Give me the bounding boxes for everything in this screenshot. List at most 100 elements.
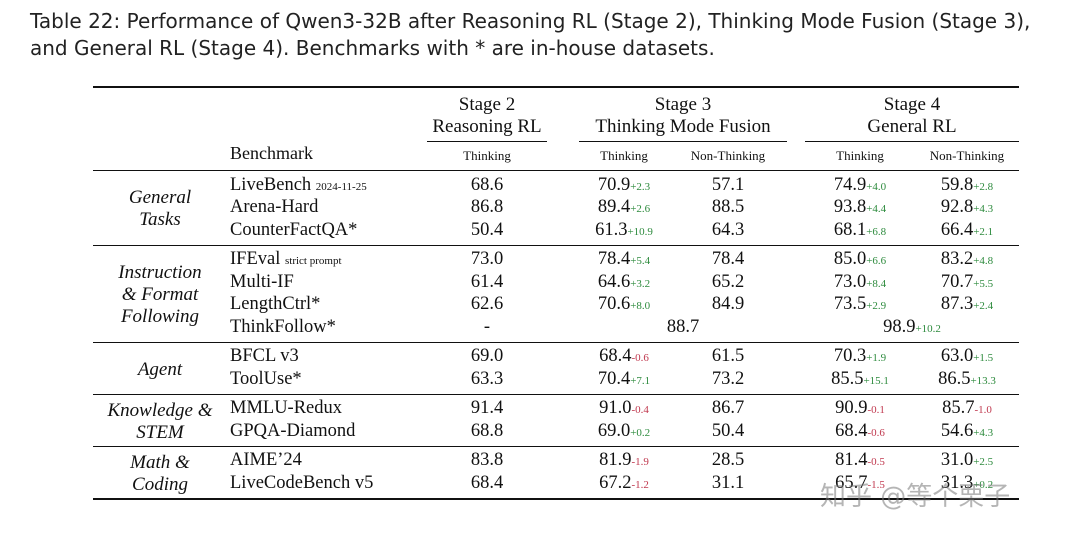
stage4-thinking-value: 85.0+6.6 <box>805 245 915 271</box>
delta-value: +2.4 <box>973 300 994 313</box>
spacer <box>547 368 579 394</box>
spacer <box>787 294 805 317</box>
benchmark-text: ToolUse* <box>230 368 302 389</box>
spacer <box>787 394 805 420</box>
stage4-nonthinking-value: 86.5+13.3 <box>915 368 1019 394</box>
stage3-thinking-value: 68.4-0.6 <box>579 342 669 368</box>
cell-value: 68.4 <box>599 346 632 367</box>
stage2-header: Stage 2 Reasoning RL <box>427 87 547 142</box>
spacer <box>547 472 579 499</box>
category-label-line: Knowledge & <box>107 399 213 421</box>
stage2-thinking-value: 68.4 <box>427 472 547 499</box>
spacer <box>787 472 805 499</box>
cell-value: 57.1 <box>711 174 745 195</box>
benchmark-name: LiveBench 2024-11-25 <box>227 171 427 197</box>
cell-value: 90.9 <box>835 398 868 419</box>
stage3-nonthinking-value: 84.9 <box>669 294 787 317</box>
category-label: Instruction & Format Following <box>93 245 227 342</box>
spacer <box>547 197 579 220</box>
cell-value: 85.0 <box>833 249 867 270</box>
spacer <box>547 316 579 342</box>
spacer <box>547 171 579 197</box>
cell-value: 66.4 <box>940 219 974 240</box>
delta-value: -0.4 <box>631 404 649 417</box>
delta-value: -1.2 <box>631 478 649 491</box>
stage2-thinking-value: 86.8 <box>427 197 547 220</box>
stage3-thinking-value: 70.4+7.1 <box>579 368 669 394</box>
stage4-thinking-value: 73.5+2.9 <box>805 294 915 317</box>
cell-value: 62.6 <box>470 294 504 315</box>
stage2-thinking-value: 83.8 <box>427 446 547 472</box>
cell-value: 69.0 <box>597 420 631 441</box>
spacer <box>787 368 805 394</box>
delta-value: +5.5 <box>973 277 994 290</box>
cell-value: 92.8 <box>940 197 974 218</box>
delta-value: +2.1 <box>973 225 994 238</box>
cell-value: 63.3 <box>470 368 504 389</box>
delta-value: +4.3 <box>973 426 994 439</box>
cell-value: 69.0 <box>470 346 504 367</box>
delta-value: +4.8 <box>973 255 994 268</box>
category-header <box>93 87 227 171</box>
stage2-thinking-value: 91.4 <box>427 394 547 420</box>
benchmark-text: CounterFactQA* <box>230 219 358 240</box>
delta-value: +1.9 <box>866 352 887 365</box>
stage4-nonthinking-value: 85.7-1.0 <box>915 394 1019 420</box>
cell-value: 86.7 <box>711 398 745 419</box>
stage4-nonthinking-value: 87.3+2.4 <box>915 294 1019 317</box>
benchmark-text: GPQA-Diamond <box>230 420 356 441</box>
table-row: Arena-Hard 86.8 89.4+2.6 88.5 93.8+4.4 92.8+4… <box>93 197 1019 220</box>
stage4-thinking-value: 68.1+6.8 <box>805 219 915 245</box>
stage4-nonthinking-value: 66.4+2.1 <box>915 219 1019 245</box>
cell-value: 50.4 <box>711 420 745 441</box>
category-label-line: Following <box>120 306 200 327</box>
stage4-nonthinking-value: 54.6+4.3 <box>915 420 1019 446</box>
stage3-nonthinking-value: 61.5 <box>669 342 787 368</box>
cell-value: 70.7 <box>940 271 974 292</box>
cell-value: 31.0 <box>940 450 974 471</box>
cell-value: 68.4 <box>470 472 504 493</box>
cell-value: 86.5 <box>938 368 971 389</box>
stage3-nonthinking-value: 64.3 <box>669 219 787 245</box>
benchmark-text: LengthCtrl* <box>230 294 321 315</box>
delta-value: +2.6 <box>630 203 651 216</box>
cell-value: 65.7 <box>835 472 868 493</box>
category-label-line: Agent <box>137 358 183 380</box>
spacer <box>787 171 805 197</box>
stage3-nonthinking-value: 78.4 <box>669 245 787 271</box>
stage2-thinking-value: 68.8 <box>427 420 547 446</box>
stage4-nonthinking-value: 83.2+4.8 <box>915 245 1019 271</box>
stage4-thinking-value: 85.5+15.1 <box>805 368 915 394</box>
delta-value: +8.4 <box>866 277 887 290</box>
category-label-line: Tasks <box>139 209 181 231</box>
stage2-thinking-value: 62.6 <box>427 294 547 317</box>
benchmark-text: Multi-IF <box>230 271 294 292</box>
cell-value: 64.3 <box>711 219 745 240</box>
spacer <box>787 197 805 220</box>
stage3-nonthinking-value: 28.5 <box>669 446 787 472</box>
stage2-thinking-value: 69.0 <box>427 342 547 368</box>
stage3-thinking-header: Thinking <box>600 148 648 163</box>
delta-value: +2.3 <box>630 180 651 193</box>
category-label-line: STEM <box>136 421 184 443</box>
delta-value: -0.5 <box>867 456 885 469</box>
cell-value: 68.4 <box>835 420 868 441</box>
cell-value: 70.4 <box>597 368 631 389</box>
stage3-nonthinking-value: 57.1 <box>669 171 787 197</box>
benchmark-suffix: 2024-11-25 <box>315 180 367 193</box>
cell-value: 50.4 <box>470 219 504 240</box>
cell-value: 83.2 <box>940 249 974 270</box>
delta-value: +4.4 <box>866 203 887 216</box>
cell-value: 54.6 <box>940 420 974 441</box>
delta-value: +4.3 <box>973 203 994 216</box>
table-row: Math & Coding AIME’24 83.8 81.9-1.9 28.5 81.4-… <box>93 446 1019 495</box>
cell-value: 73.0 <box>833 271 867 292</box>
delta-value: +10.2 <box>915 322 941 335</box>
table-row: ThinkFollow* - 88.7 98.9+10.2 <box>93 316 1019 342</box>
cell-value: 81.4 <box>835 450 868 471</box>
cell-value: 84.9 <box>711 294 745 315</box>
stage3-thinking-value: 70.6+8.0 <box>579 294 669 317</box>
benchmark-name: Arena-Hard <box>227 197 427 220</box>
stage2-thinking-header: Thinking <box>463 148 511 163</box>
spacer <box>547 446 579 472</box>
